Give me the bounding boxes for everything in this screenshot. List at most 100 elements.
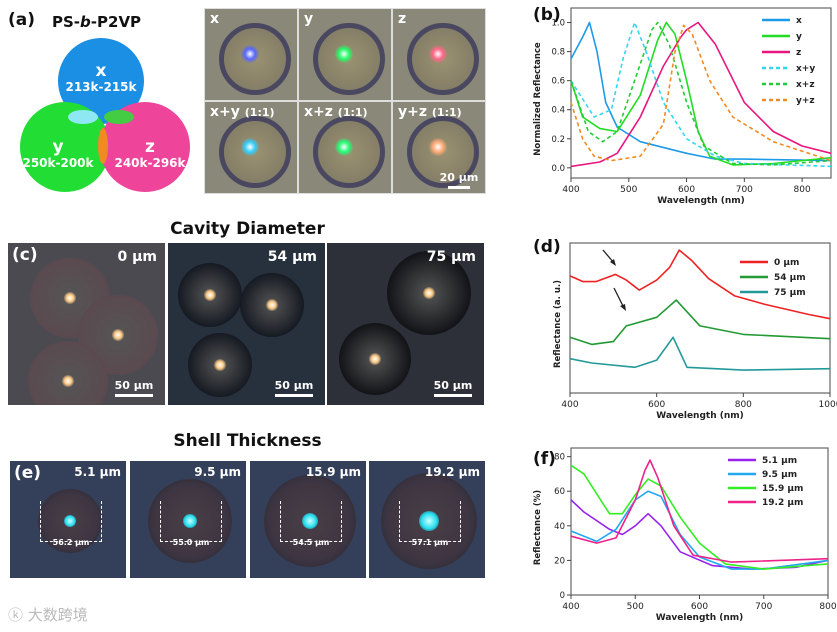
reflection-spot bbox=[369, 353, 381, 365]
shell-thickness-label: 19.2 µm bbox=[424, 465, 480, 479]
x-tick-label: 500 bbox=[620, 185, 637, 195]
series-line-x-z bbox=[570, 21, 832, 166]
venn-z-name: z bbox=[145, 137, 155, 157]
y-axis-label: Normalized Reflectance bbox=[533, 42, 543, 156]
cavity-micrograph: 54 µm 50 µm bbox=[168, 243, 325, 405]
shell-micrograph: 57.1 µm 19.2 µm bbox=[369, 461, 485, 578]
reflection-spot bbox=[266, 299, 278, 311]
series-line-75-m bbox=[569, 336, 831, 371]
panel-e-title: Shell Thickness bbox=[173, 431, 322, 451]
panel-d-label: (d) bbox=[533, 237, 561, 257]
y-tick-label: 0.8 bbox=[551, 48, 565, 58]
cavity-diameter-value: 54.5 µm bbox=[292, 538, 330, 547]
micrograph-label: z bbox=[398, 11, 407, 27]
cavity-diameter-value: 55.0 µm bbox=[172, 538, 210, 547]
legend-entry: x+z bbox=[796, 80, 815, 90]
reflection-spot bbox=[64, 292, 76, 304]
scale-bar: 20 µm bbox=[439, 171, 479, 189]
microsphere bbox=[407, 23, 479, 95]
venn-x-name: x bbox=[95, 61, 107, 81]
series-line-19-2-m bbox=[570, 459, 829, 563]
micrograph-label: y bbox=[304, 11, 314, 27]
legend-entry: 5.1 µm bbox=[762, 456, 797, 466]
series-line-y-z bbox=[570, 24, 832, 162]
plot-frame bbox=[570, 7, 832, 179]
diameter-bracket: 56.2 µm bbox=[40, 501, 102, 547]
reflection-spot bbox=[335, 138, 353, 156]
reflection-spot bbox=[241, 45, 259, 63]
panel-c-title: Cavity Diameter bbox=[170, 219, 325, 239]
reflection-spot bbox=[429, 138, 447, 156]
x-tick-label: 600 bbox=[648, 400, 665, 410]
venn-overlap-xy bbox=[68, 110, 98, 124]
cavity-diameter-value: 56.2 µm bbox=[52, 538, 90, 547]
micrograph-x: x bbox=[205, 9, 297, 100]
diameter-bracket: 57.1 µm bbox=[399, 501, 461, 547]
diameter-bracket: 54.5 µm bbox=[280, 501, 342, 547]
series-line-x-y bbox=[570, 21, 832, 168]
y-axis-label: Reflectance (%) bbox=[533, 490, 543, 565]
cavity-diameter-label: 54 µm bbox=[267, 249, 317, 265]
cavity-micrograph: 75 µm 50 µm bbox=[327, 243, 484, 405]
cavity-diameter-label: 75 µm bbox=[426, 249, 476, 265]
venn-overlap-xz bbox=[104, 110, 134, 124]
scale-bar: 50 µm bbox=[430, 379, 476, 397]
legend-entry: 75 µm bbox=[774, 288, 806, 298]
series-line-0-m bbox=[569, 249, 831, 320]
legend-entry: 9.5 µm bbox=[762, 470, 797, 480]
series-line-9-5-m bbox=[570, 490, 829, 570]
watermark-text: 大数跨境 bbox=[27, 606, 88, 624]
legend-entry: x+y bbox=[796, 64, 815, 74]
title-part-italic: b bbox=[80, 13, 91, 31]
panel-b-label: (b) bbox=[533, 5, 561, 25]
shell-micrograph: 56.2 µm (e) 5.1 µm bbox=[10, 461, 126, 578]
annotation-arrowhead bbox=[620, 304, 626, 311]
x-tick-label: 1000 bbox=[819, 400, 837, 410]
reflection-spot bbox=[112, 329, 124, 341]
x-tick-label: 700 bbox=[736, 185, 753, 195]
y-axis-label: Reflectance (a. u.) bbox=[553, 280, 563, 368]
venn-y-range: 250k-200k bbox=[22, 156, 94, 170]
series-line-54-m bbox=[569, 299, 831, 346]
y-tick-label: 0.4 bbox=[551, 106, 565, 116]
panel-c-label: (c) bbox=[12, 245, 38, 265]
scale-bar-label: 20 µm bbox=[439, 171, 479, 184]
legend-entry: z bbox=[796, 48, 801, 58]
reflection-spot bbox=[423, 287, 435, 299]
microsphere bbox=[28, 341, 108, 405]
legend-entry: 0 µm bbox=[774, 258, 799, 268]
x-axis-label: Wavelength (nm) bbox=[656, 613, 744, 623]
annotation-arrowhead bbox=[610, 259, 616, 266]
legend-entry: 15.9 µm bbox=[762, 484, 803, 494]
micrograph-y: y bbox=[299, 9, 391, 100]
cavity-micrograph: (c) 0 µm 50 µm bbox=[8, 243, 165, 405]
micrograph-label: x+y bbox=[210, 104, 240, 120]
shell-thickness-label: 5.1 µm bbox=[74, 465, 121, 479]
series-line-z bbox=[570, 21, 832, 168]
venn-y-name: y bbox=[52, 137, 64, 157]
x-axis-label: Wavelength (nm) bbox=[656, 411, 744, 421]
micrograph-label: y+z bbox=[398, 104, 428, 120]
panel-f-label: (f) bbox=[533, 449, 556, 469]
cavity-diameter-label: 0 µm bbox=[117, 249, 157, 265]
series-line-15-9-m bbox=[570, 464, 829, 570]
y-tick-label: 60 bbox=[554, 487, 565, 497]
reflection-spot bbox=[419, 511, 439, 531]
micrograph-z: z bbox=[393, 9, 485, 100]
reflection-spot bbox=[429, 45, 447, 63]
watermark: ⓚ 大数跨境 bbox=[8, 606, 88, 624]
x-tick-label: 600 bbox=[691, 602, 708, 612]
x-tick-label: 800 bbox=[794, 185, 811, 195]
venn-z-range: 240k-296k bbox=[114, 156, 186, 170]
y-tick-label: 40 bbox=[554, 522, 565, 532]
panel-a-label: (a) bbox=[8, 10, 36, 30]
x-tick-label: 800 bbox=[819, 602, 836, 612]
venn-overlap-yz bbox=[98, 128, 108, 164]
reflection-spot bbox=[241, 138, 259, 156]
title-part: -P2VP bbox=[90, 13, 142, 31]
y-tick-label: 80 bbox=[554, 453, 565, 463]
reflection-spot bbox=[183, 514, 197, 528]
scale-bar-label: 50 µm bbox=[114, 379, 154, 392]
panel-e-label: (e) bbox=[14, 463, 42, 483]
micrograph-label: x bbox=[210, 11, 220, 27]
